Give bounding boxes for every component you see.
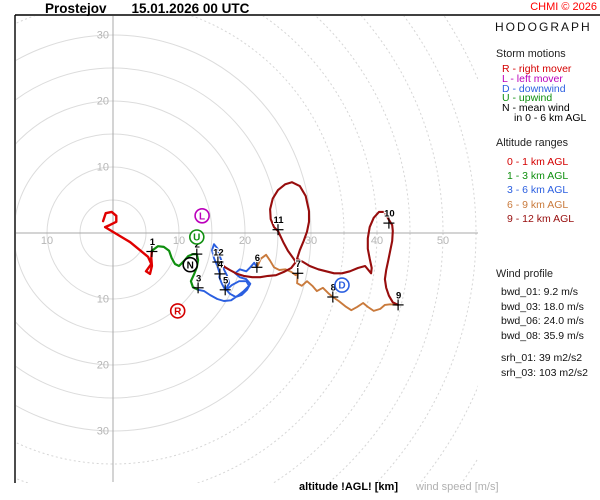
x-tick-label: 10	[173, 235, 185, 247]
km-marker-1: 1	[146, 236, 158, 257]
km-marker-10: 10	[383, 208, 396, 229]
copyright-notice: CHMI © 2026	[530, 1, 597, 13]
wind-profile-values: bwd_01: 9.2 m/s bwd_03: 18.0 m/s bwd_06:…	[487, 285, 599, 343]
x-tick-label: 30	[305, 235, 317, 247]
storm-marker-letter: N	[187, 260, 194, 271]
range-0-1km: 0 - 1 km AGL	[507, 155, 569, 168]
axis-tick-labels: 10 10 20 30 40 50 30 20 10 10 20 30	[41, 30, 449, 438]
km-marker-5: 5	[219, 274, 231, 296]
panel-title: HODOGRAPH	[495, 20, 592, 34]
bwd-01-value: bwd_01: 9.2 m/s	[501, 286, 579, 299]
legend-left-mover: L - left mover	[502, 72, 563, 85]
bwd-08-value: bwd_08: 35.9 m/s	[501, 330, 584, 343]
km-marker-label: 12	[213, 248, 224, 259]
storm-marker-letter: U	[193, 233, 200, 244]
x-tick-label: 10	[41, 235, 53, 247]
mean-wind-note: in 0 - 6 km AGL	[514, 111, 587, 124]
km-marker-label: 10	[384, 209, 395, 220]
storm-marker-circle	[182, 256, 198, 273]
trace-9-12kmAGL	[220, 181, 400, 306]
grid-ring-45	[272, 16, 411, 483]
storm-motions-heading: Storm motions	[496, 48, 566, 60]
legend-downwind: D - downwind	[502, 82, 566, 95]
trace-0-1kmAGL	[101, 210, 154, 276]
bwd-03-value: bwd_03: 18.0 m/s	[501, 300, 584, 313]
km-marker-label: 5	[223, 275, 229, 286]
right-panel: HODOGRAPH Storm motions R - right mover …	[487, 15, 599, 381]
km-marker-label: 11	[273, 215, 284, 226]
storm-marker-letter: R	[174, 307, 182, 318]
grid-ring-65	[460, 457, 478, 483]
storm-marker-L: L	[194, 208, 210, 224]
storm-marker-R: R	[169, 303, 186, 319]
km-marker-label: 2	[195, 240, 200, 251]
srh-values: srh_01: 39 m2/s2 srh_03: 103 m2/s2	[487, 351, 599, 381]
storm-marker-letter: L	[199, 211, 205, 222]
trace-3-6kmAGL	[197, 243, 258, 302]
y-tick-label: 30	[97, 426, 109, 438]
km-marker-11: 11	[272, 214, 285, 236]
range-3-6km: 3 - 6 km AGL	[507, 184, 569, 197]
polar-grid	[16, 16, 478, 483]
x-tick-label: 50	[437, 235, 449, 247]
km-marker-2: 2	[191, 239, 203, 260]
km-marker-label: 3	[196, 273, 201, 284]
altitude-ranges-legend: 0 - 1 km AGL 1 - 3 km AGL 3 - 6 km AGL 6…	[487, 155, 599, 226]
km-marker-label: 8	[331, 283, 336, 294]
km-marker-label: 1	[150, 237, 156, 248]
storm-marker-letter: D	[338, 281, 345, 292]
storm-marker-circle	[189, 229, 205, 245]
storm-marker-circle	[194, 208, 210, 224]
km-marker-9: 9	[392, 289, 404, 311]
legend-upwind: U - upwind	[502, 92, 553, 105]
km-marker-label: 7	[296, 259, 301, 270]
range-1-3km: 1 - 3 km AGL	[507, 170, 569, 183]
y-tick-label: 30	[97, 30, 109, 42]
y-tick-label: 10	[97, 162, 109, 174]
storm-marker-circle	[334, 277, 350, 293]
srh-03-value: srh_03: 103 m2/s2	[501, 366, 588, 379]
x-tick-label: 40	[371, 235, 383, 247]
legend-mean-wind: N - mean wind	[502, 102, 570, 115]
km-marker-3: 3	[192, 272, 204, 294]
km-marker-label: 9	[396, 290, 401, 301]
altitude-ranges-heading: Altitude ranges	[496, 136, 569, 149]
altitude-axis-label: altitude !AGL! [km]	[299, 481, 398, 493]
km-marker-label: 6	[255, 253, 260, 264]
trace-6-9kmAGL	[255, 253, 400, 312]
storm-motion-markers: R L D U N	[169, 208, 350, 319]
storm-marker-D: D	[334, 277, 350, 293]
km-marker-12: 12	[212, 247, 225, 268]
wind-profile-heading: Wind profile	[496, 268, 554, 281]
km-marker-8: 8	[327, 282, 339, 303]
trace-1-3kmAGL	[150, 245, 200, 291]
legend-right-mover: R - right mover	[502, 63, 572, 75]
km-marker-6: 6	[251, 252, 263, 273]
km-marker-label: 4	[218, 259, 224, 270]
axis-caption: altitude !AGL! [km] wind speed [m/s]	[299, 481, 499, 493]
y-tick-label: 20	[97, 360, 109, 372]
sounding-datetime: 15.01.2026 00 UTC	[131, 1, 250, 16]
x-tick-label: 20	[239, 235, 251, 247]
y-tick-label: 10	[97, 294, 109, 306]
range-9-12km: 9 - 12 km AGL	[507, 212, 575, 225]
grid-ring-60	[419, 16, 478, 483]
range-6-9km: 6 - 9 km AGL	[507, 198, 569, 211]
grid-ring-55	[375, 16, 477, 483]
bwd-06-value: bwd_06: 24.0 m/s	[501, 315, 584, 328]
km-marker-7: 7	[292, 258, 304, 279]
station-name: Prostejov	[45, 1, 107, 16]
y-tick-label: 20	[97, 96, 109, 108]
storm-marker-U: U	[189, 229, 205, 245]
storm-marker-N: N	[182, 256, 198, 273]
storm-motions-legend: R - right mover L - left mover D - downw…	[487, 63, 599, 124]
wind-speed-axis-label: wind speed [m/s]	[416, 481, 499, 493]
srh-01-value: srh_01: 39 m2/s2	[501, 351, 583, 364]
storm-marker-circle	[169, 303, 186, 319]
page-title: Prostejov 15.01.2026 00 UTC	[45, 1, 249, 16]
km-marker-4: 4	[214, 258, 226, 280]
